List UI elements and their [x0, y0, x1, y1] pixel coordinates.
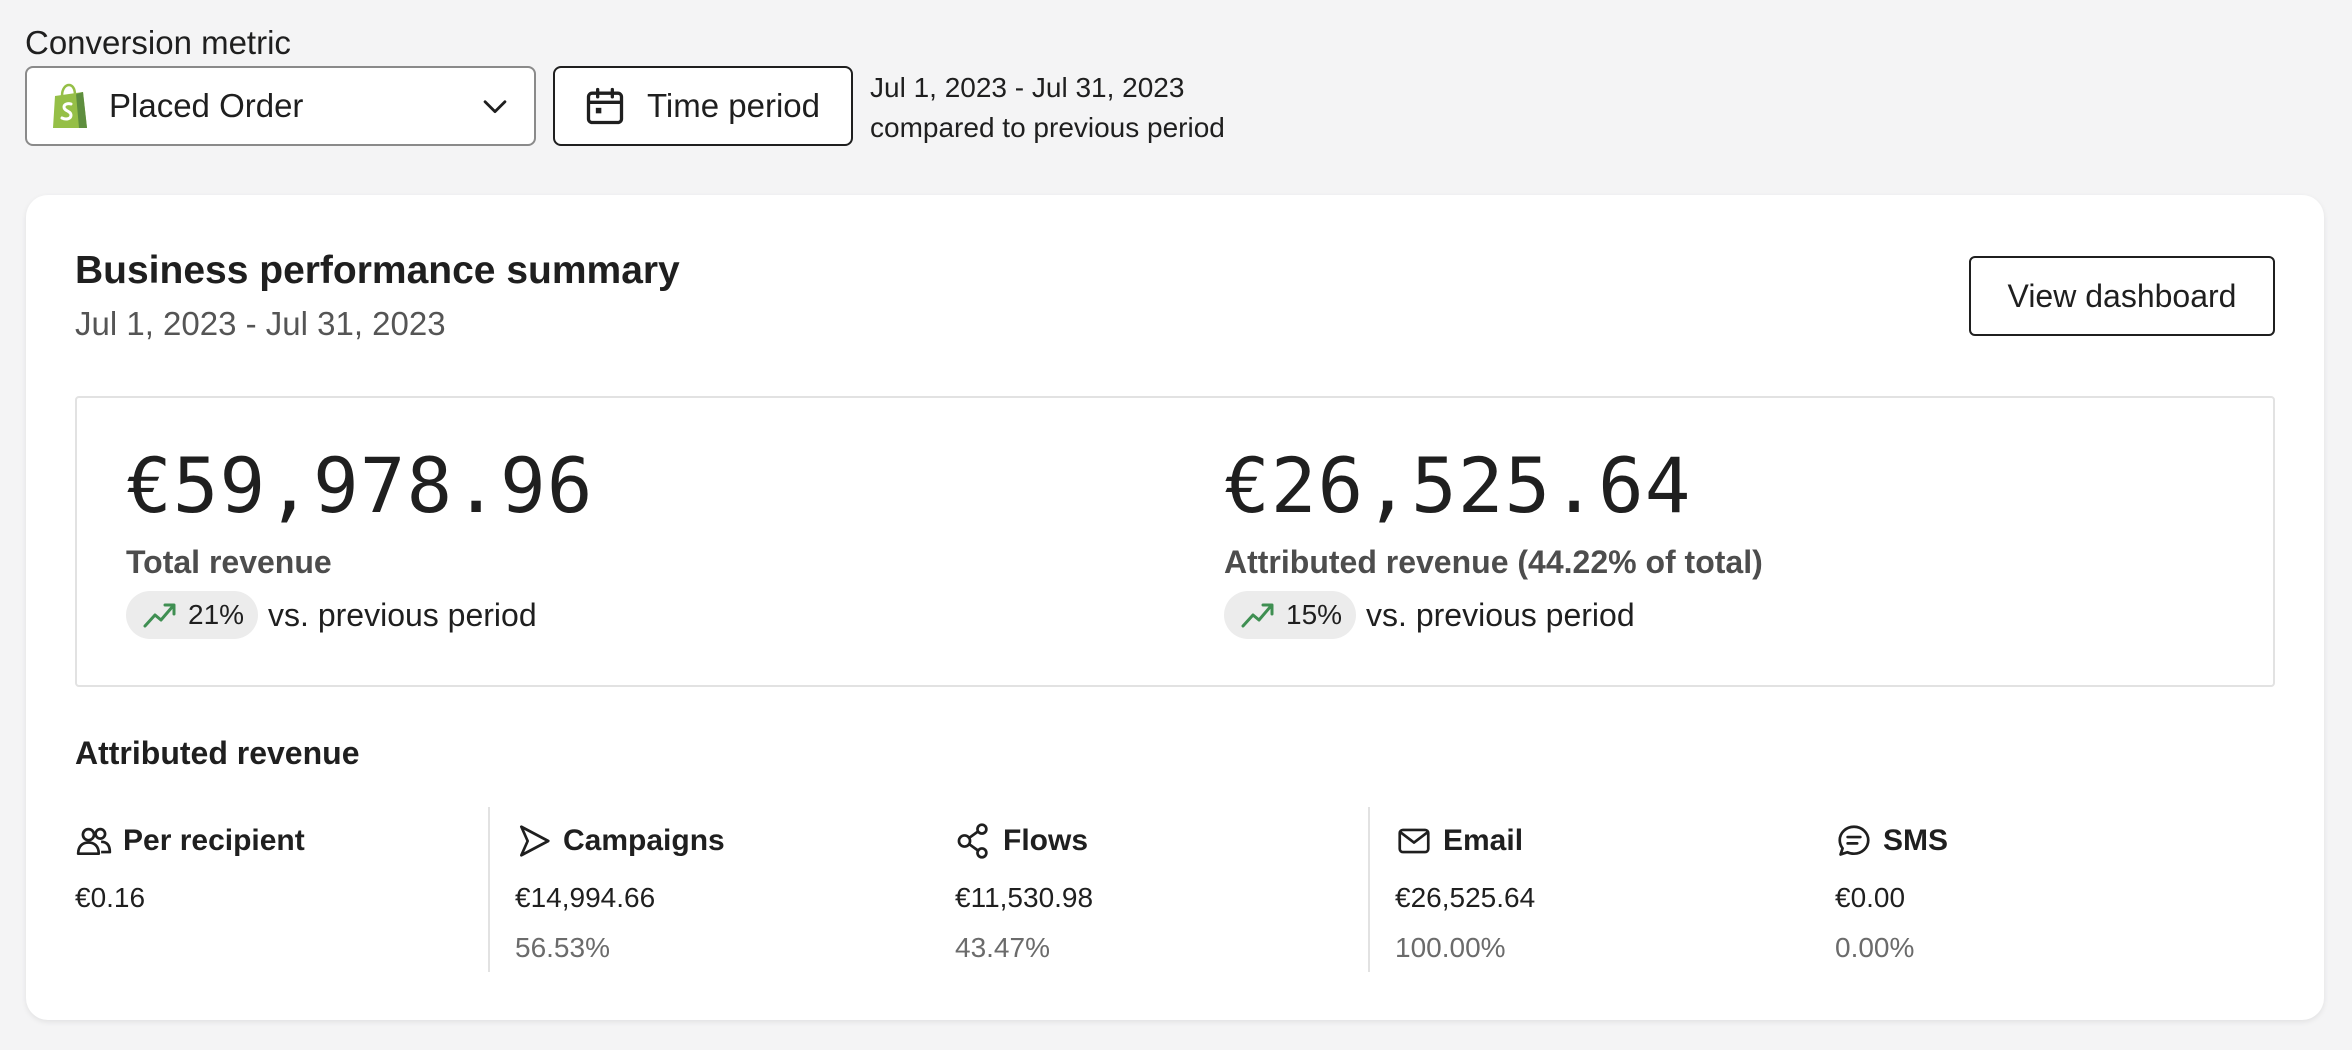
breakdown-value: €0.16	[75, 882, 146, 913]
total-revenue-value: €59,978.96	[126, 441, 594, 530]
breakdown-label: Per recipient	[123, 824, 305, 857]
change-percent: 21%	[188, 599, 245, 630]
breakdown-label: Email	[1443, 824, 1524, 857]
date-range-text: Jul 1, 2023 - Jul 31, 2023	[870, 72, 1185, 103]
breakdown-value: €26,525.64	[1395, 882, 1536, 913]
conversion-metric-value: Placed Order	[109, 87, 304, 124]
card-date-range: Jul 1, 2023 - Jul 31, 2023	[75, 305, 446, 342]
trend-up-icon	[1241, 603, 1274, 628]
attributed-revenue-title: Attributed revenue	[75, 735, 360, 771]
period-info: Jul 1, 2023 - Jul 31, 2023 compared to p…	[870, 68, 1225, 148]
total-revenue-stat: €59,978.96 Total revenue 21% vs. previou…	[126, 448, 594, 639]
total-revenue-label: Total revenue	[126, 544, 332, 580]
time-period-label: Time period	[647, 87, 821, 124]
breakdown-label: Flows	[1003, 824, 1089, 857]
total-revenue-change: 21% vs. previous period	[126, 591, 594, 639]
attributed-revenue-value: €26,525.64	[1224, 441, 1692, 530]
breakdown-per-recipient: Per recipient €0.16	[75, 807, 515, 972]
users-icon	[76, 827, 112, 856]
change-suffix: vs. previous period	[268, 596, 537, 633]
sms-icon	[1838, 825, 1870, 856]
column-divider	[488, 807, 490, 972]
breakdown-percent: 43.47%	[955, 932, 1050, 963]
change-badge: 15%	[1224, 591, 1357, 639]
chevron-down-icon	[483, 100, 507, 114]
view-dashboard-button[interactable]: View dashboard	[1969, 256, 2275, 336]
attributed-revenue-breakdown: Per recipient €0.16 Campaigns €14,994.66…	[75, 807, 2275, 972]
breakdown-email: Email €26,525.64 100.00%	[1368, 807, 1835, 972]
attributed-revenue-change: 15% vs. previous period	[1224, 591, 1763, 639]
revenue-summary-box: €59,978.96 Total revenue 21% vs. previou…	[75, 396, 2275, 687]
mail-icon	[1398, 828, 1430, 854]
time-period-button[interactable]: Time period	[553, 66, 853, 146]
calendar-icon	[586, 87, 624, 125]
card-title: Business performance summary	[75, 249, 680, 292]
attributed-revenue-stat: €26,525.64 Attributed revenue (44.22% of…	[1224, 448, 1763, 639]
change-suffix: vs. previous period	[1366, 596, 1635, 633]
send-icon	[519, 825, 550, 857]
breakdown-campaigns: Campaigns €14,994.66 56.53%	[488, 807, 955, 972]
flow-icon	[957, 823, 988, 859]
conversion-metric-label: Conversion metric	[25, 24, 291, 61]
breakdown-value: €14,994.66	[515, 882, 656, 913]
breakdown-percent: 0.00%	[1835, 932, 1915, 963]
breakdown-label: Campaigns	[563, 824, 725, 857]
attributed-revenue-label: Attributed revenue (44.22% of total)	[1224, 544, 1763, 580]
breakdown-label: SMS	[1883, 824, 1949, 857]
breakdown-flows: Flows €11,530.98 43.47%	[955, 807, 1395, 972]
conversion-metric-select[interactable]: Placed Order	[25, 66, 536, 146]
change-percent: 15%	[1286, 599, 1343, 630]
change-badge: 21%	[126, 591, 259, 639]
shopify-icon	[53, 83, 87, 128]
breakdown-sms: SMS €0.00 0.00%	[1835, 807, 2275, 972]
breakdown-percent: 56.53%	[515, 932, 610, 963]
column-divider	[1368, 807, 1370, 972]
business-performance-card: Business performance summary Jul 1, 2023…	[26, 195, 2324, 1020]
breakdown-value: €0.00	[1835, 882, 1906, 913]
trend-up-icon	[143, 603, 176, 628]
comparison-text: compared to previous period	[870, 112, 1225, 143]
breakdown-value: €11,530.98	[955, 882, 1094, 913]
breakdown-percent: 100.00%	[1395, 932, 1506, 963]
